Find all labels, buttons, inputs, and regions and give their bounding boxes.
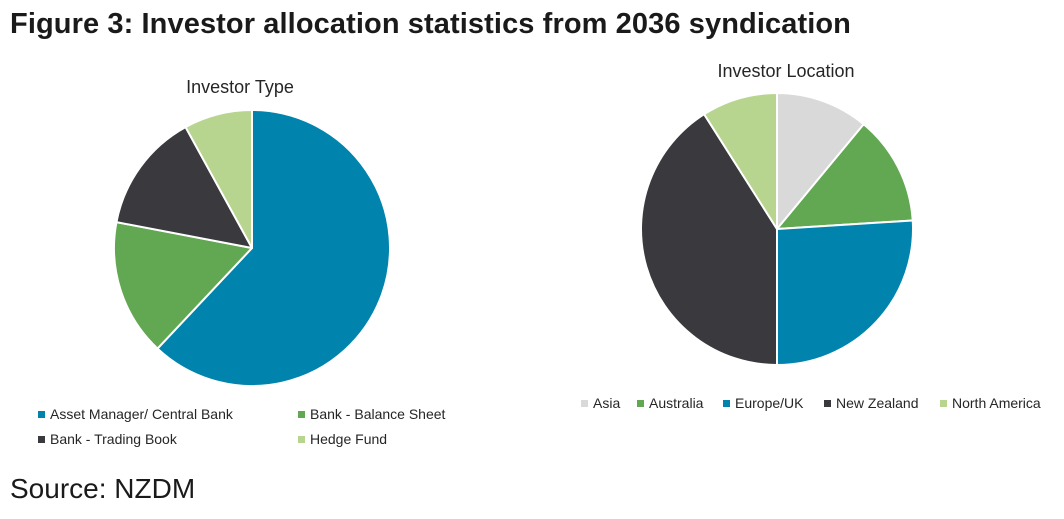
legend-swatch-asset-manager <box>38 411 45 418</box>
legend-label-europe-uk: Europe/UK <box>735 395 804 411</box>
legend-item: Bank - Balance Sheet <box>298 406 446 422</box>
legend-item: Hedge Fund <box>298 431 387 447</box>
legend-label-asia: Asia <box>593 395 620 411</box>
pie-slice-europe-uk <box>776 219 914 366</box>
legend-swatch-hedge-fund <box>298 436 305 443</box>
pie-investor-location <box>640 92 914 366</box>
legend-label-hedge-fund: Hedge Fund <box>310 431 387 447</box>
legend-label-australia: Australia <box>649 395 704 411</box>
legend-swatch-trading-book <box>38 436 45 443</box>
chart-investor-type: Investor Type Asset Manager/ Central Ban… <box>38 77 446 447</box>
legend-label-asset-manager: Asset Manager/ Central Bank <box>50 406 234 422</box>
legend-investor-type: Asset Manager/ Central Bank Bank - Balan… <box>38 406 446 447</box>
legend-swatch-australia <box>637 400 644 407</box>
legend-item: Australia <box>637 395 704 411</box>
pie-slice-australia <box>776 123 914 230</box>
pie-slice-hedge-fund <box>184 109 253 249</box>
legend-label-new-zealand: New Zealand <box>836 395 919 411</box>
legend-swatch-asia <box>581 400 588 407</box>
pie-slice-bank-balance-sheet <box>113 221 253 350</box>
figure-title: Figure 3: Investor allocation statistics… <box>10 8 851 40</box>
legend-investor-location: Asia Australia Europe/UK New Zealand Nor… <box>581 395 1041 411</box>
legend-swatch-north-america <box>940 400 947 407</box>
pie-slice-north-america <box>703 92 778 230</box>
legend-label-balance-sheet: Bank - Balance Sheet <box>310 406 446 422</box>
legend-item: New Zealand <box>824 395 919 411</box>
pie-slice-asia <box>776 92 865 230</box>
legend-item: Asia <box>581 395 620 411</box>
legend-item: Asset Manager/ Central Bank <box>38 406 234 422</box>
legend-item: Bank - Trading Book <box>38 431 178 447</box>
chart-title-investor-location: Investor Location <box>717 61 854 81</box>
legend-swatch-balance-sheet <box>298 411 305 418</box>
chart-title-investor-type: Investor Type <box>186 77 294 97</box>
legend-label-north-america: North America <box>952 395 1041 411</box>
legend-swatch-new-zealand <box>824 400 831 407</box>
legend-swatch-europe-uk <box>723 400 730 407</box>
legend-label-trading-book: Bank - Trading Book <box>50 431 178 447</box>
pie-investor-type <box>113 109 391 387</box>
source-note: Source: NZDM <box>10 473 196 504</box>
chart-investor-location: Investor Location Asia Australia Europe/… <box>581 61 1041 411</box>
legend-item: Europe/UK <box>723 395 804 411</box>
pie-slice-asset-manager-central-bank <box>156 109 391 387</box>
pie-slice-bank-trading-book <box>115 126 253 249</box>
legend-item: North America <box>940 395 1041 411</box>
